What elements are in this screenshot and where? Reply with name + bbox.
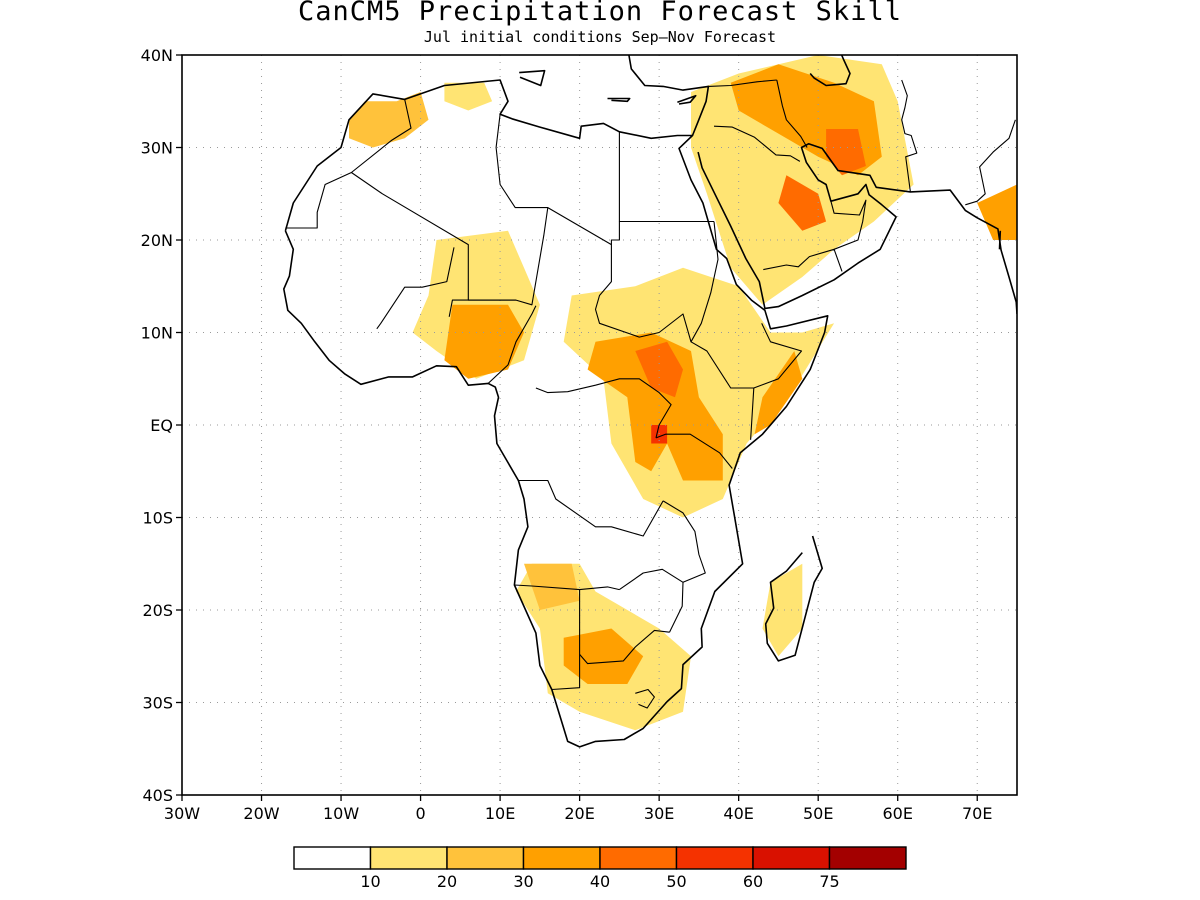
skill-region-botswana xyxy=(563,628,644,684)
lat-tick-label: EQ xyxy=(150,416,173,435)
coastline-sicily xyxy=(519,69,546,87)
skill-region-nw-africa xyxy=(349,92,429,148)
color-legend: 10 20 30 40 50 60 75 xyxy=(293,846,907,891)
border-turkey-syria xyxy=(708,79,777,87)
coastline-madagascar xyxy=(764,535,824,662)
border-chad-sudan xyxy=(610,221,620,245)
border-algeria-libya xyxy=(351,99,412,173)
legend-swatch xyxy=(828,846,907,870)
lon-tick-label: 20E xyxy=(564,804,594,823)
lat-tick-label: 30N xyxy=(141,139,173,158)
legend-label: 40 xyxy=(590,872,610,891)
lon-tick-label: 30E xyxy=(644,804,674,823)
coastline-crete xyxy=(607,97,631,103)
coastline-arabia xyxy=(697,143,1017,315)
coastline-caspian xyxy=(809,55,851,87)
lon-tick-label: 10W xyxy=(323,804,359,823)
lon-tick-label: 20W xyxy=(243,804,279,823)
lon-tick-label: 50E xyxy=(803,804,833,823)
skill-fill-layer xyxy=(349,55,1017,731)
lon-tick-label: 10E xyxy=(485,804,515,823)
legend-label: 10 xyxy=(360,872,380,891)
legend-label: 75 xyxy=(819,872,839,891)
lon-tick-label: 0 xyxy=(415,804,425,823)
border-iran-afghanistan-pakistan xyxy=(901,79,918,192)
border-pakistan-india xyxy=(965,119,1016,206)
border-sudan-ethiopia xyxy=(690,221,719,343)
legend-swatch xyxy=(293,846,372,870)
legend-swatch xyxy=(446,846,525,870)
coastline-black-sea-east xyxy=(715,41,751,46)
lat-tick-label: 40N xyxy=(141,46,173,65)
legend-swatch xyxy=(522,846,601,870)
coastline-africa xyxy=(282,79,829,748)
coastlines xyxy=(282,41,1017,748)
border-south-africa-north xyxy=(579,629,670,665)
lat-tick-label: 10N xyxy=(141,324,173,343)
skill-region-algeria-coast xyxy=(444,82,493,111)
coastline-levant-turkey xyxy=(628,55,710,136)
border-nigeria-cameroon xyxy=(487,305,537,384)
skill-region-east-africa-core xyxy=(587,332,723,481)
skill-region-madagascar xyxy=(762,563,803,657)
border-ethiopia-somalia xyxy=(753,323,803,389)
skill-region-india-west xyxy=(977,184,1017,240)
border-drc-zambia xyxy=(517,479,664,537)
border-libya-west xyxy=(495,114,548,209)
lat-tick-label: 20S xyxy=(142,601,173,620)
border-saudi-north xyxy=(713,125,801,162)
skill-region-nigeria xyxy=(444,304,524,379)
border-zambia-zimbabwe xyxy=(619,568,684,633)
lon-tick-label: 60E xyxy=(882,804,912,823)
chart-title: CanCM5 Precipitation Forecast Skill xyxy=(298,0,902,27)
legend-swatch xyxy=(369,846,448,870)
lat-tick-label: 40S xyxy=(142,786,173,805)
border-niger-nigeria xyxy=(448,299,516,317)
legend-label: 60 xyxy=(743,872,763,891)
legend-label: 30 xyxy=(513,872,533,891)
skill-region-south-sudan xyxy=(635,341,683,398)
lat-tick-label: 10S xyxy=(142,509,173,528)
skill-region-angola xyxy=(524,563,580,610)
skill-region-gulf xyxy=(778,175,827,231)
legend-label: 20 xyxy=(437,872,457,891)
country-borders xyxy=(285,79,1016,709)
border-oman-yemen-saudi xyxy=(830,199,867,250)
lon-tick-label: 70E xyxy=(962,804,992,823)
border-mali-niger xyxy=(376,247,455,330)
legend-label: 50 xyxy=(666,872,686,891)
coastline-cyprus xyxy=(677,94,697,105)
border-car-drc xyxy=(535,378,672,439)
border-tanzania-mozambique xyxy=(655,433,733,469)
skill-region-lake-region xyxy=(651,425,668,444)
lon-tick-label: 30W xyxy=(164,804,200,823)
skill-region-somalia xyxy=(754,351,803,435)
skill-region-iran-south xyxy=(826,129,866,176)
legend-swatch xyxy=(752,846,831,870)
border-lesotho xyxy=(635,688,655,709)
lat-tick-label: 20N xyxy=(141,231,173,250)
border-iraq-iran xyxy=(776,79,808,148)
lat-tick-label: 30S xyxy=(142,694,173,713)
border-mozambique-malawi xyxy=(662,500,706,583)
legend-swatch xyxy=(599,846,678,870)
lon-tick-label: 40E xyxy=(723,804,753,823)
border-yemen-saudi xyxy=(763,248,843,272)
skill-region-sudan-ethiopia-kenya xyxy=(563,267,835,518)
coastline-sri-lanka-coast xyxy=(998,230,1002,250)
legend-swatch xyxy=(675,846,754,870)
chart-subtitle: Jul initial conditions Sep—Nov Forecast xyxy=(423,28,777,46)
